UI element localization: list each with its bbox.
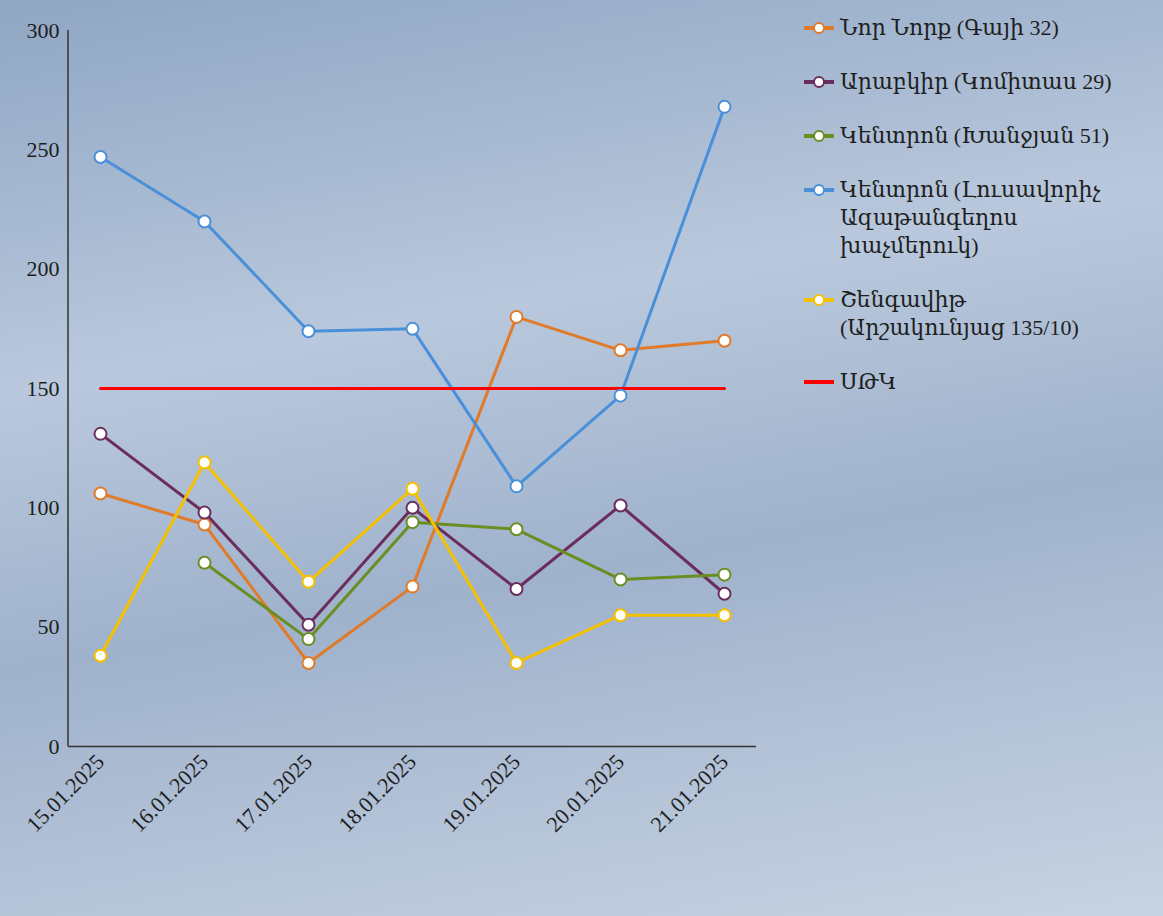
- svg-text:20.01.2025: 20.01.2025: [541, 749, 629, 837]
- html-text:Կենտրոն (Խանջյան 51): Կենտրոն (Խանջյան 51): [840, 123, 1109, 148]
- svg-text:17.01.2025: 17.01.2025: [229, 749, 317, 837]
- svg-text:21.01.2025: 21.01.2025: [645, 749, 733, 837]
- svg-text:300: 300: [27, 18, 60, 43]
- html-text:Նոր Նորք (Գայի 32): Նոր Նորք (Գայի 32): [840, 15, 1059, 40]
- svg-text:150: 150: [27, 376, 60, 401]
- svg-text:100: 100: [27, 495, 60, 520]
- html-text:Կենտրոն (Լուսավորիչ Ազաթանգեղո: Կենտրոն (Լուսավորիչ Ազաթանգեղոս խաչմերու…: [840, 177, 1101, 258]
- svg-text:250: 250: [27, 137, 60, 162]
- svg-text:200: 200: [27, 256, 60, 281]
- html-text:Շենգավիթ (Արշակունյաց 135/10): Շենգավիթ (Արշակունյաց 135/10): [840, 287, 1079, 340]
- html-text:Արաբկիր (Կոմիտաս 29): Արաբկիր (Կոմիտաս 29): [840, 69, 1112, 94]
- svg-text:18.01.2025: 18.01.2025: [333, 749, 421, 837]
- svg-text:0: 0: [49, 734, 60, 759]
- svg-text:15.01.2025: 15.01.2025: [21, 749, 109, 837]
- svg-text:50: 50: [38, 614, 60, 639]
- svg-text:16.01.2025: 16.01.2025: [125, 749, 213, 837]
- svg-text:19.01.2025: 19.01.2025: [437, 749, 525, 837]
- html-text:ՍԹԿ: ՍԹԿ: [840, 369, 897, 394]
